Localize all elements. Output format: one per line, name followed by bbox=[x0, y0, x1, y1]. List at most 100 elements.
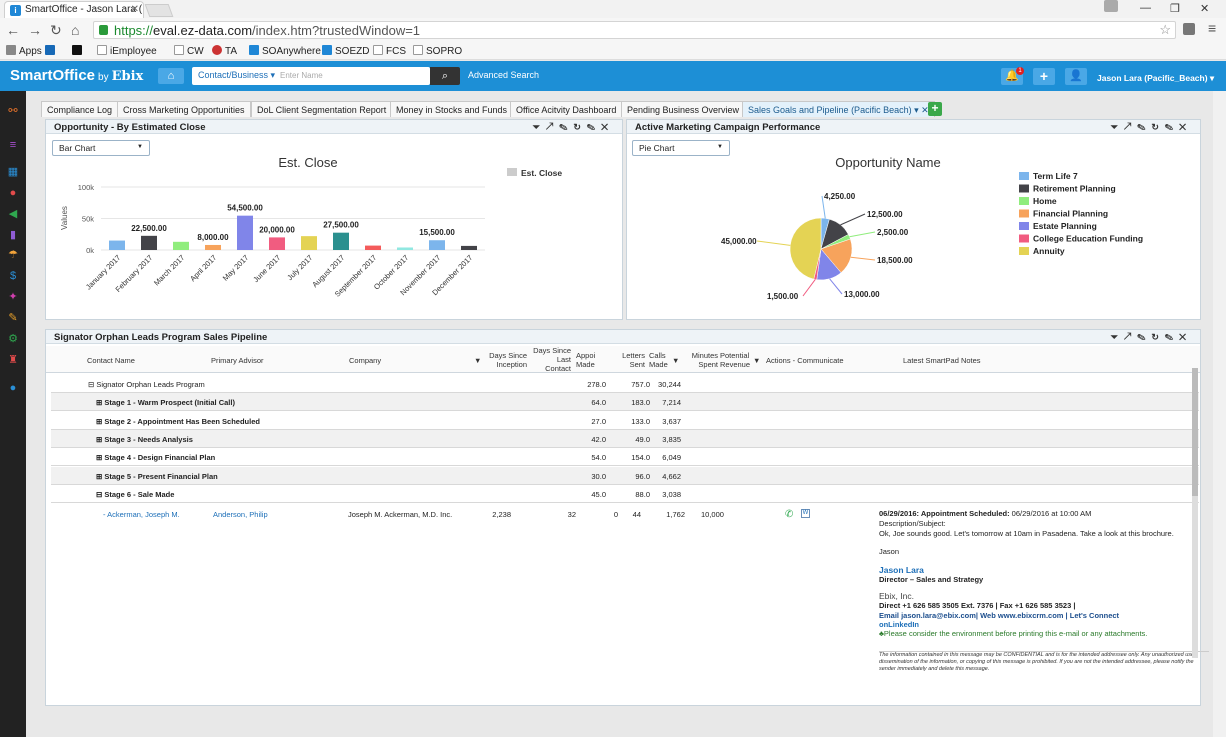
col-contact-name[interactable]: Contact Name bbox=[87, 356, 135, 365]
filter-icon[interactable]: ▼ bbox=[672, 356, 680, 365]
add-button[interactable]: + bbox=[1033, 68, 1055, 85]
forward-icon[interactable]: → bbox=[28, 22, 42, 38]
wrench-icon[interactable]: ✎ bbox=[8, 312, 18, 324]
maximize-icon[interactable]: ❐ bbox=[1170, 3, 1180, 15]
row-label[interactable]: ⊟ Signator Orphan Leads Program bbox=[88, 380, 205, 389]
col-days-inception[interactable]: Days Since Inception bbox=[489, 351, 527, 369]
table-row[interactable]: ⊟ Stage 6 - Sale Made 45.0 88.0 3,038 bbox=[51, 485, 1199, 503]
search-input[interactable]: Enter Name bbox=[280, 71, 323, 80]
star-icon[interactable]: ☆ bbox=[1159, 22, 1171, 37]
col-company[interactable]: Company bbox=[349, 356, 382, 365]
contacts-icon[interactable]: ● bbox=[9, 187, 17, 199]
panel-tools[interactable]: ⏷↗✎↻✎✕ bbox=[1110, 122, 1192, 132]
word-doc-icon[interactable]: W bbox=[801, 509, 810, 518]
bookmark-ta[interactable]: TA bbox=[212, 45, 237, 57]
col-days-last-contact[interactable]: Days Since Last Contact bbox=[533, 346, 571, 373]
new-tab-button[interactable] bbox=[144, 4, 174, 17]
bookmark-outlook[interactable] bbox=[45, 45, 58, 57]
tab-dol-segmentation[interactable]: DoL Client Segmentation Report bbox=[251, 101, 393, 117]
table-row[interactable]: ⊟ Signator Orphan Leads Program 278.0 757.… bbox=[51, 375, 1199, 393]
col-appointments[interactable]: Appoi Made bbox=[576, 351, 596, 369]
bookmark-iemployee[interactable]: iEmployee bbox=[97, 45, 157, 57]
opportunity-panel: Opportunity - By Estimated Close ⏷↗✎↻✎✕ B… bbox=[45, 119, 623, 320]
bookmark-soanywhere[interactable]: SOAnywhere bbox=[249, 45, 321, 57]
panel-tools[interactable]: ⏷↗✎↻✎✕ bbox=[532, 122, 614, 132]
home-button[interactable]: ⌂ bbox=[158, 68, 184, 84]
user-icon[interactable]: 👤 bbox=[1065, 68, 1087, 85]
link-icon[interactable]: ⚯ bbox=[8, 105, 18, 117]
detail-row[interactable]: - Ackerman, Joseph M. Anderson, Philip Jos… bbox=[51, 505, 1209, 705]
bookmark-apps[interactable]: Apps bbox=[6, 45, 42, 57]
col-letters-sent[interactable]: Letters Sent bbox=[622, 351, 645, 369]
table-row[interactable]: ⊞ Stage 2 - Appointment Has Been Schedul… bbox=[51, 412, 1199, 430]
col-potential-revenue[interactable]: Potential Revenue bbox=[720, 351, 751, 369]
row-label[interactable]: ⊞ Stage 4 - Design Financial Plan bbox=[96, 453, 216, 463]
search-button[interactable]: ⌕ bbox=[430, 67, 460, 85]
row-label[interactable]: ⊞ Stage 2 - Appointment Has Been Schedul… bbox=[96, 416, 260, 426]
row-label[interactable]: ⊞ Stage 1 - Warm Prospect (Initial Call) bbox=[96, 398, 235, 408]
tab-sales-goals[interactable]: Sales Goals and Pipeline (Pacific Beach)… bbox=[742, 101, 935, 117]
table-row[interactable]: ⊞ Stage 4 - Design Financial Plan 54.0 154… bbox=[51, 448, 1199, 467]
table-row[interactable]: ⊞ Stage 1 - Warm Prospect (Initial Call)… bbox=[51, 393, 1199, 412]
umbrella-icon[interactable]: ☂ bbox=[8, 249, 18, 261]
profile-icon[interactable] bbox=[1104, 0, 1118, 12]
x-tick-label: April 2017 bbox=[188, 253, 218, 283]
scrollbar-thumb[interactable] bbox=[1192, 368, 1198, 496]
dollar-icon[interactable]: $ bbox=[9, 270, 17, 282]
user-menu[interactable]: Jason Lara (Pacific_Beach) ▾ bbox=[1097, 73, 1215, 83]
chart-type-select[interactable]: Pie Chart ▼ bbox=[632, 140, 730, 156]
home-icon[interactable]: ⌂ bbox=[71, 22, 80, 38]
panel-tools[interactable]: ⏷↗✎↻✎✕ bbox=[1110, 332, 1192, 342]
bookmark-f[interactable] bbox=[72, 45, 85, 57]
bookmark-cw[interactable]: CW bbox=[174, 45, 204, 57]
tab-office-activity[interactable]: Office Acitvity Dashboard bbox=[510, 101, 623, 117]
table-row[interactable]: ⊞ Stage 3 - Needs Analysis 42.0 49.0 3,835 bbox=[51, 429, 1199, 448]
advanced-search-link[interactable]: Advanced Search bbox=[468, 70, 540, 80]
megaphone-icon[interactable]: ◀ bbox=[8, 208, 18, 220]
advisor-link[interactable]: Anderson, Philip bbox=[213, 510, 268, 519]
settings-icon[interactable]: ⚙ bbox=[8, 333, 18, 345]
reload-icon[interactable]: ↻ bbox=[50, 22, 62, 38]
tab-money-stocks[interactable]: Money in Stocks and Funds bbox=[390, 101, 514, 117]
chart-type-select[interactable]: Bar Chart ▼ bbox=[52, 140, 150, 156]
row-label[interactable]: ⊞ Stage 3 - Needs Analysis bbox=[96, 434, 193, 444]
linkedin-link[interactable]: onLinkedIn bbox=[879, 620, 919, 629]
col-primary-advisor[interactable]: Primary Advisor bbox=[211, 356, 264, 365]
reports-icon[interactable]: ▮ bbox=[9, 229, 17, 241]
hierarchy-icon[interactable]: ♜ bbox=[8, 354, 18, 366]
plus-circle-icon[interactable]: ● bbox=[9, 382, 17, 394]
tab-compliance-log[interactable]: Compliance Log bbox=[41, 101, 119, 117]
table-row[interactable]: ⊞ Stage 5 - Present Financial Plan 30.0 96… bbox=[51, 466, 1199, 485]
contact-name-link[interactable]: - Ackerman, Joseph M. bbox=[103, 510, 180, 519]
hammer-icon[interactable]: ✦ bbox=[8, 291, 18, 303]
browser-tab[interactable]: i SmartOffice - Jason Lara ( ✕ bbox=[4, 1, 144, 18]
col-calls-made[interactable]: Calls Made bbox=[649, 351, 668, 369]
extension-icon[interactable] bbox=[1183, 23, 1195, 35]
add-tab-button[interactable]: + bbox=[928, 102, 942, 116]
bookmark-sopro[interactable]: SOPRO bbox=[413, 45, 462, 57]
row-label[interactable]: ⊞ Stage 5 - Present Financial Plan bbox=[96, 471, 218, 481]
filter-icon[interactable]: ▼ bbox=[474, 356, 482, 365]
pie-data-label: 2,500.00 bbox=[877, 228, 909, 237]
bookmark-soezd[interactable]: SOEZD bbox=[322, 45, 369, 57]
back-icon[interactable]: ← bbox=[6, 22, 20, 38]
search-category-select[interactable]: Contact/Business ▾ bbox=[198, 70, 276, 80]
phone-icon[interactable]: ✆ bbox=[785, 509, 794, 520]
calendar-icon[interactable]: ▦ bbox=[7, 166, 19, 178]
page-scrollbar[interactable] bbox=[1213, 91, 1226, 737]
menu-icon[interactable]: ≡ bbox=[1208, 20, 1217, 36]
bookmark-fcs[interactable]: FCS bbox=[373, 45, 406, 57]
menu-icon[interactable]: ≡ bbox=[9, 139, 17, 151]
tab-cross-marketing[interactable]: Cross Marketing Opportunities bbox=[117, 101, 251, 117]
row-label[interactable]: ⊟ Stage 6 - Sale Made bbox=[96, 489, 175, 499]
grid-scrollbar[interactable] bbox=[1192, 368, 1198, 658]
col-minutes-spent[interactable]: Minutes Spent bbox=[691, 351, 718, 369]
col-smartpad-notes[interactable]: Latest SmartPad Notes bbox=[903, 356, 981, 365]
close-window-icon[interactable]: ✕ bbox=[1200, 3, 1210, 15]
filter-icon[interactable]: ▼ bbox=[753, 356, 761, 365]
tab-pending-business[interactable]: Pending Business Overview bbox=[621, 101, 746, 117]
url-field[interactable]: https://eval.ez-data.com/index.htm?trust… bbox=[93, 21, 1176, 39]
col-actions[interactable]: Actions - Communicate bbox=[766, 356, 844, 365]
close-tab-icon[interactable]: ✕ bbox=[130, 4, 139, 15]
minimize-icon[interactable]: — bbox=[1140, 2, 1151, 14]
